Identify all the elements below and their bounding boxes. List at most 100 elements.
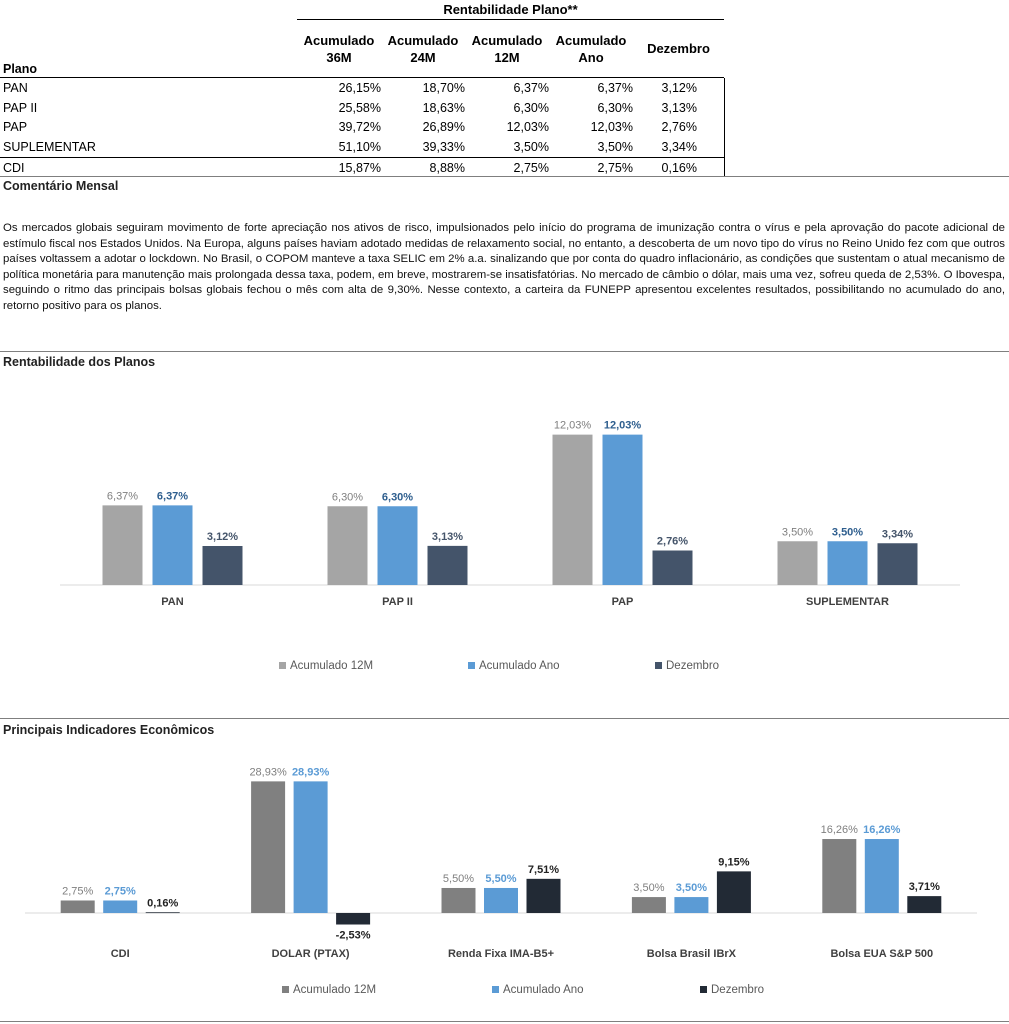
table-cell: 12,03% <box>590 120 633 135</box>
table-cell: 3,50% <box>513 140 549 155</box>
table-cell: 25,58% <box>338 100 381 115</box>
bar <box>377 506 418 585</box>
plan-table: PAN 26,15% 18,70% 6,37% 6,37% 3,12% PAP … <box>0 78 724 178</box>
data-label: 5,50% <box>443 873 474 885</box>
data-label: 6,37% <box>157 490 188 502</box>
bar <box>251 781 286 913</box>
data-label: 3,12% <box>207 531 238 543</box>
data-label: 5,50% <box>485 873 516 885</box>
table-cell: 18,63% <box>422 100 465 115</box>
bar <box>716 871 751 913</box>
data-label: 3,34% <box>882 528 913 540</box>
bar <box>864 839 899 913</box>
table-cell: 2,75% <box>597 161 633 176</box>
legend-label: Dezembro <box>666 660 719 672</box>
data-label: 6,30% <box>332 491 363 503</box>
table-row: SUPLEMENTAR 51,10% 39,33% 3,50% 3,50% 3,… <box>0 137 724 157</box>
table-cell: 6,37% <box>513 80 549 95</box>
bar <box>202 546 243 585</box>
data-label: 3,50% <box>832 526 863 538</box>
bar <box>822 839 857 913</box>
table-row: PAP II 25,58% 18,63% 6,30% 6,30% 3,13% <box>0 98 724 118</box>
category-label: DOLAR (PTAX) <box>272 948 350 960</box>
legend-label: Acumulado Ano <box>503 984 584 996</box>
section-divider <box>0 176 1009 177</box>
data-label: 3,50% <box>676 882 707 894</box>
data-label: 3,50% <box>782 526 813 538</box>
bar <box>827 541 868 585</box>
table-row: PAP 39,72% 26,89% 12,03% 12,03% 2,76% <box>0 118 724 138</box>
category-label: PAN <box>161 596 183 608</box>
bar <box>552 434 593 585</box>
table-cell: 6,30% <box>597 100 633 115</box>
table-cell: 3,13% <box>661 100 697 115</box>
plan-name: PAN <box>3 80 28 95</box>
table-right-rule <box>724 78 725 176</box>
section-divider <box>0 351 1009 352</box>
data-label: 6,37% <box>107 490 138 502</box>
table-row: CDI 15,87% 8,88% 2,75% 2,75% 0,16% <box>0 157 724 178</box>
legend-swatch <box>700 986 707 993</box>
table-cell: 26,15% <box>338 80 381 95</box>
bar <box>907 896 942 913</box>
header-rule <box>297 19 724 20</box>
table-cell: 26,89% <box>422 120 465 135</box>
legend-label: Acumulado Ano <box>479 660 560 672</box>
bar <box>60 900 95 913</box>
data-label: 0,16% <box>147 897 178 909</box>
legend-label: Acumulado 12M <box>290 660 373 672</box>
data-label: 6,30% <box>382 491 413 503</box>
data-label: 2,75% <box>105 885 136 897</box>
legend-swatch <box>468 662 475 669</box>
table-cell: 6,30% <box>513 100 549 115</box>
data-label: 16,26% <box>863 824 901 836</box>
bar <box>441 887 476 913</box>
legend-swatch <box>279 662 286 669</box>
row-header-plano: Plano <box>3 62 38 76</box>
table-cell: 39,72% <box>338 120 381 135</box>
table-cell: 15,87% <box>338 161 381 176</box>
col-header-ano: Acumulado Ano <box>555 33 627 65</box>
category-label: CDI <box>111 948 130 960</box>
bar <box>602 434 643 585</box>
bar <box>526 878 561 913</box>
bar <box>102 505 143 585</box>
table-header-rule <box>0 77 724 78</box>
bar <box>152 505 193 585</box>
data-label: 12,03% <box>554 420 592 432</box>
data-label: 2,75% <box>62 885 93 897</box>
data-label: 3,50% <box>633 882 664 894</box>
data-label: 16,26% <box>821 824 859 836</box>
data-label: 2,76% <box>657 536 688 548</box>
plan-table-title: Rentabilidade Plano** <box>443 2 578 17</box>
data-label: 28,93% <box>292 766 330 778</box>
economic-indicators-chart: 2,75% 2,75% 0,16% CDI 28,93% 28,93% -2,53% DOLA… <box>25 766 977 996</box>
plan-name: SUPLEMENTAR <box>3 140 96 155</box>
table-cell: 3,50% <box>597 140 633 155</box>
legend-swatch <box>492 986 499 993</box>
col-header-dezembro: Dezembro <box>647 41 710 56</box>
data-label: 28,93% <box>249 766 287 778</box>
col-header-36m: Acumulado 36M <box>303 33 375 65</box>
data-label: 3,71% <box>909 881 940 893</box>
section-divider <box>0 1021 1009 1022</box>
bar <box>427 545 468 585</box>
plan-returns-chart: 6,37% 6,37% 3,12% PAN 6,30% 6,30% 3,13% PAP II 1… <box>60 420 960 672</box>
plan-name: PAP II <box>3 100 38 115</box>
bar <box>336 913 371 925</box>
table-cell: 0,16% <box>661 161 697 176</box>
table-cell: 3,12% <box>661 80 697 95</box>
bar <box>777 541 818 585</box>
col-header-12m: Acumulado 12M <box>471 33 543 65</box>
data-label: -2,53% <box>336 930 371 942</box>
data-label: 9,15% <box>718 856 749 868</box>
table-cell: 51,10% <box>338 140 381 155</box>
table-cell: 12,03% <box>506 120 549 135</box>
table-cell: 2,76% <box>661 120 697 135</box>
data-label: 3,13% <box>432 531 463 543</box>
category-label: Bolsa EUA S&P 500 <box>830 948 933 960</box>
bar <box>652 550 693 585</box>
legend-swatch <box>282 986 289 993</box>
section-divider <box>0 718 1009 719</box>
category-label: PAP II <box>382 596 413 608</box>
